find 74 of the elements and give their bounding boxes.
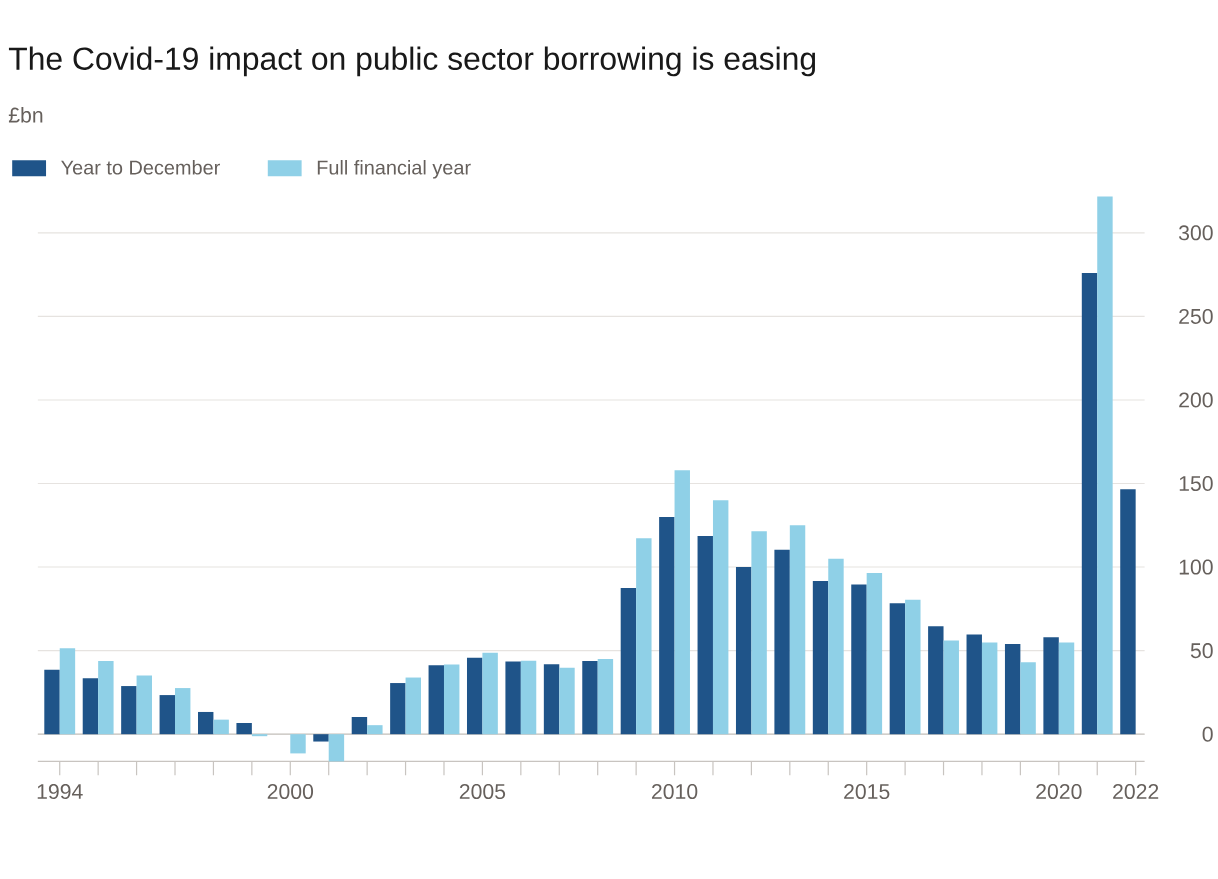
bar xyxy=(390,683,406,735)
bar xyxy=(636,538,652,735)
bar xyxy=(905,599,921,735)
bar xyxy=(582,661,598,735)
bar xyxy=(966,634,982,735)
bar xyxy=(543,664,560,735)
bar xyxy=(659,517,675,735)
bar xyxy=(774,549,790,735)
bar xyxy=(351,717,368,735)
y-tick-label: 50 xyxy=(1190,643,1213,659)
bar xyxy=(251,734,268,737)
bar xyxy=(735,567,752,735)
y-tick-label: 200 xyxy=(1179,392,1213,408)
bar xyxy=(1004,644,1021,735)
bar xyxy=(428,665,444,735)
bar xyxy=(1020,662,1036,735)
legend-label: Year to December xyxy=(61,160,220,175)
bar xyxy=(44,669,60,735)
bar xyxy=(175,688,191,735)
y-tick-label: 250 xyxy=(1179,308,1213,324)
x-tick-label: 2022 xyxy=(1113,784,1159,800)
bar xyxy=(751,531,767,735)
bar xyxy=(851,584,867,735)
bar xyxy=(313,734,329,742)
bar xyxy=(520,660,537,735)
x-tick-label: 2020 xyxy=(1036,784,1082,800)
bar xyxy=(812,581,829,735)
bar xyxy=(159,695,176,735)
bar xyxy=(674,470,690,735)
bar xyxy=(443,664,460,735)
bar xyxy=(1043,637,1059,735)
bar xyxy=(1058,642,1075,735)
chart-subtitle: £bn xyxy=(8,107,43,123)
bar xyxy=(466,657,483,735)
bar xyxy=(889,603,906,735)
bar xyxy=(482,652,498,735)
bar xyxy=(559,667,575,735)
bar xyxy=(82,678,99,735)
bar xyxy=(789,525,806,735)
bar xyxy=(121,686,137,735)
bar xyxy=(928,626,944,735)
y-tick-label: 100 xyxy=(1179,559,1213,575)
bar xyxy=(213,719,229,735)
x-tick-label: 2000 xyxy=(267,784,314,800)
bar xyxy=(328,734,345,762)
bar xyxy=(597,659,614,735)
y-tick-label: 0 xyxy=(1202,726,1213,742)
x-tick-label: 2005 xyxy=(459,784,506,800)
chart-title: The Covid-19 impact on public sector borrowing is easing xyxy=(8,46,816,77)
legend-label: Full financial year xyxy=(317,160,471,179)
x-tick-label: 2010 xyxy=(651,784,698,800)
bar xyxy=(367,725,383,735)
bar xyxy=(59,648,76,735)
bar xyxy=(981,642,998,735)
x-tick-label: 2015 xyxy=(844,784,890,800)
y-tick-label: 300 xyxy=(1178,225,1213,241)
bar xyxy=(290,734,306,754)
bar xyxy=(98,661,114,735)
bar xyxy=(1120,489,1136,735)
y-tick-label: 150 xyxy=(1179,476,1213,492)
bar xyxy=(1097,196,1113,735)
bar xyxy=(136,675,153,735)
bar xyxy=(620,588,637,735)
bar xyxy=(943,640,959,735)
bar xyxy=(236,723,252,735)
bar xyxy=(1081,273,1098,735)
bar xyxy=(198,712,214,735)
bar xyxy=(828,558,844,735)
bar xyxy=(712,500,729,735)
bar xyxy=(866,572,883,735)
x-tick-label: 1994 xyxy=(37,784,83,800)
bar xyxy=(697,536,713,735)
bar xyxy=(505,661,521,735)
bar xyxy=(405,677,421,735)
